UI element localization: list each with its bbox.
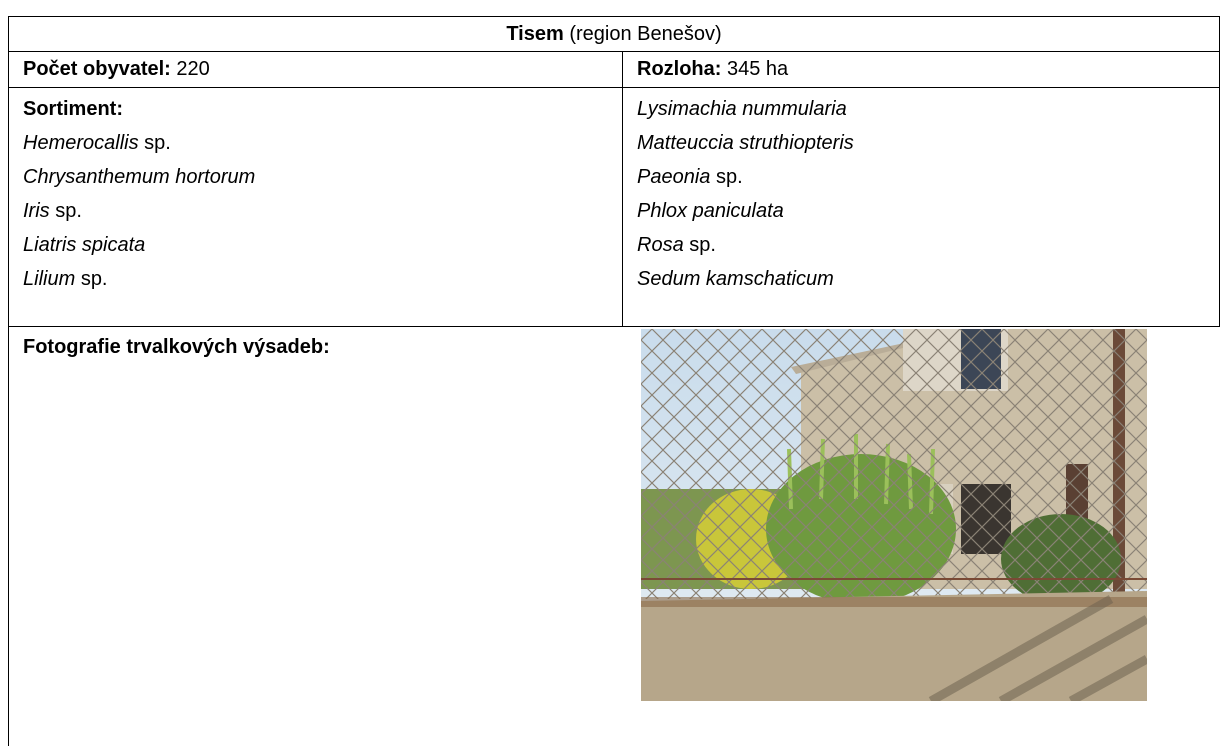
plant-line: Lysimachia nummularia [637, 92, 1219, 126]
plant-name: Paeonia [637, 166, 711, 188]
plant-line: Sedum kamschaticum [637, 262, 1219, 296]
plant-name: Matteuccia struthiopteris [637, 132, 854, 154]
plant-suffix: sp. [144, 132, 171, 154]
plant-suffix: sp. [715, 166, 743, 188]
assortment-left-cell: Sortiment: Hemerocallis sp. Chrysanthemum… [8, 87, 623, 327]
plant-name: Lilium [23, 268, 76, 290]
plant-name: Phlox paniculata [637, 200, 784, 222]
plant-line: Paeonia sp. [637, 160, 1219, 194]
plant-name: Rosa [637, 234, 684, 256]
plant-line: Chrysanthemum hortorum [23, 160, 622, 194]
area-label: Rozloha: [637, 58, 722, 80]
assortment-right-cell: Lysimachia nummularia Matteuccia struthio… [622, 87, 1220, 327]
plant-line: Hemerocallis sp. [23, 126, 622, 160]
photo-label: Fotografie trvalkových výsadeb: [23, 336, 330, 358]
population-value: 220 [176, 58, 210, 80]
plant-suffix: sp. [689, 234, 716, 256]
plant-line: Rosa sp. [637, 228, 1219, 262]
plant-name: Iris [23, 200, 50, 222]
plant-line: Iris sp. [23, 194, 622, 228]
plant-suffix: sp. [80, 268, 108, 290]
plant-name: Liatris spicata [23, 234, 146, 256]
page: {"table": { "title": {"name": "Tisem", "… [8, 16, 1220, 746]
population-cell: Počet obyvatel: 220 [8, 51, 623, 88]
plant-name: Sedum kamschaticum [637, 268, 834, 290]
plant-line: Lilium sp. [23, 262, 622, 296]
plant-name: Lysimachia nummularia [637, 98, 847, 120]
population-label: Počet obyvatel: [23, 58, 171, 80]
town-name: Tisem [506, 23, 564, 45]
photo [641, 329, 1147, 701]
area-cell: Rozloha: 345 ha [622, 51, 1220, 88]
header-cell: Tisem (region Benešov) [8, 16, 1220, 52]
plant-suffix: sp. [55, 200, 82, 222]
photo-label-cell: Fotografie trvalkových výsadeb: [8, 326, 623, 746]
area-value: 345 ha [727, 58, 789, 80]
plant-line: Liatris spicata [23, 228, 622, 262]
plant-line: Matteuccia struthiopteris [637, 126, 1219, 160]
plant-name: Chrysanthemum hortorum [23, 166, 256, 188]
assortment-label: Sortiment: [23, 98, 123, 120]
plant-line: Phlox paniculata [637, 194, 1219, 228]
town-region: (region Benešov) [569, 23, 722, 45]
plant-name: Hemerocallis [23, 132, 139, 154]
